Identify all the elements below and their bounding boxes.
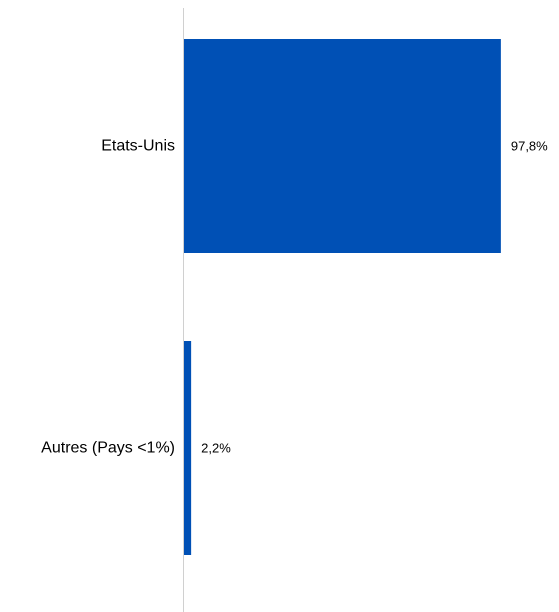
value-label-0: 97,8% — [511, 139, 548, 154]
bar-0 — [184, 39, 501, 253]
bar-1 — [184, 341, 192, 555]
category-label-0: Etats-Unis — [101, 138, 175, 155]
chart-marks: Etats-Unis 97,8% Autres (Pays <1%) 2,2% — [41, 39, 548, 555]
category-label-1: Autres (Pays <1%) — [41, 440, 175, 457]
value-label-1: 2,2% — [201, 441, 231, 456]
